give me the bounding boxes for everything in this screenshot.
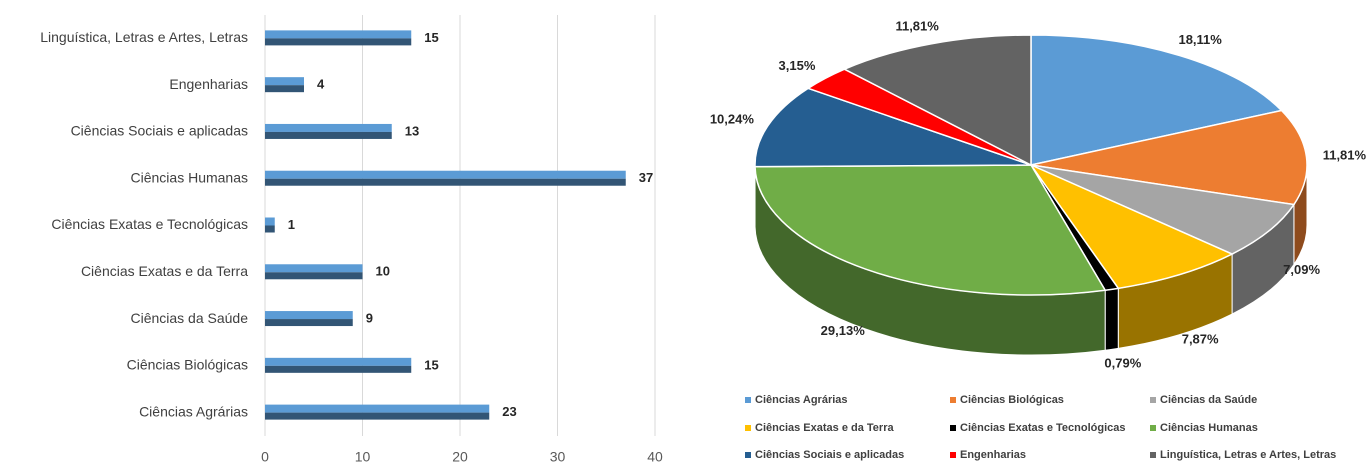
bar-top <box>265 170 626 179</box>
legend-label: Linguística, Letras e Artes, Letras <box>1160 449 1336 461</box>
bar-top <box>265 30 412 39</box>
legend-swatch <box>950 452 956 458</box>
value-label: 23 <box>502 404 516 419</box>
bar-top <box>265 123 392 132</box>
legend-label: Ciências da Saúde <box>1160 394 1257 406</box>
legend-label: Ciências Exatas e Tecnológicas <box>960 422 1125 434</box>
value-label: 15 <box>424 30 438 45</box>
bar <box>265 77 304 93</box>
legend-label: Ciências Biológicas <box>960 394 1064 406</box>
value-label: 10 <box>376 264 390 279</box>
legend-swatch <box>1150 452 1156 458</box>
bar <box>265 264 363 280</box>
bar-top <box>265 264 363 273</box>
value-label: 9 <box>366 310 373 325</box>
data-label: 10,24% <box>710 111 755 126</box>
data-label: 11,81% <box>895 19 939 34</box>
bar-bottom <box>265 272 363 280</box>
value-label: 4 <box>317 77 325 92</box>
pie-slice <box>1030 34 1284 166</box>
bar-bottom <box>265 85 304 93</box>
legend-swatch <box>1150 425 1156 431</box>
value-label: 15 <box>424 357 438 372</box>
bar <box>265 404 490 420</box>
bar-bottom <box>265 225 275 233</box>
bar-bottom <box>265 365 412 373</box>
y-tick-label: Ciências Exatas e da Terra <box>81 263 248 279</box>
bar <box>265 170 626 186</box>
value-label: 13 <box>405 123 419 138</box>
bar-top <box>265 311 353 320</box>
y-tick-label: Ciências Sociais e aplicadas <box>71 123 248 139</box>
x-tick-label: 20 <box>452 449 468 465</box>
bar-top <box>265 404 490 413</box>
y-tick-label: Ciências Humanas <box>131 169 249 185</box>
bar-bottom <box>265 38 412 46</box>
pie-slice <box>842 34 1032 167</box>
data-label: 3,15% <box>779 58 816 73</box>
legend-label: Ciências Sociais e aplicadas <box>755 449 904 461</box>
pie-slice <box>1030 109 1308 206</box>
x-tick-label: 40 <box>647 449 663 465</box>
value-label: 1 <box>288 217 295 232</box>
data-label: 7,09% <box>1283 262 1320 277</box>
y-tick-label: Ciências da Saúde <box>130 310 248 326</box>
y-tick-label: Ciências Agrárias <box>139 403 248 419</box>
bar-bottom <box>265 412 490 420</box>
y-tick-label: Linguística, Letras e Artes, Letras <box>40 29 248 45</box>
legend-swatch <box>745 452 751 458</box>
x-tick-label: 30 <box>550 449 566 465</box>
legend-label: Ciências Exatas e da Terra <box>755 422 894 434</box>
data-label: 11,81% <box>1323 147 1366 162</box>
legend-swatch <box>950 397 956 403</box>
value-label: 37 <box>639 170 653 185</box>
legend-label: Ciências Humanas <box>1160 422 1258 434</box>
legend-label: Engenharias <box>960 449 1026 461</box>
legend-swatch <box>745 397 751 403</box>
legend-swatch <box>745 425 751 431</box>
bar-bottom <box>265 319 353 327</box>
data-label: 18,11% <box>1178 32 1222 47</box>
bar-bottom <box>265 178 626 186</box>
data-label: 0,79% <box>1104 355 1141 370</box>
bar-bottom <box>265 131 392 139</box>
pie-slice <box>1030 164 1296 255</box>
bar <box>265 123 392 139</box>
pie-slice <box>1028 163 1234 290</box>
x-tick-label: 10 <box>355 449 371 465</box>
data-label: 7,87% <box>1182 332 1219 347</box>
pie-slice <box>754 87 1032 168</box>
y-tick-label: Ciências Exatas e Tecnológicas <box>51 216 248 232</box>
legend-swatch <box>1150 397 1156 403</box>
pie-slice <box>754 164 1107 296</box>
bar <box>265 217 275 233</box>
legend-label: Ciências Agrárias <box>755 394 848 406</box>
data-label: 29,13% <box>821 323 866 338</box>
pie-slice-side <box>1104 287 1119 351</box>
y-tick-label: Ciências Biológicas <box>127 357 248 373</box>
y-tick-label: Engenharias <box>169 76 248 92</box>
bar-top <box>265 357 412 366</box>
bar <box>265 30 412 46</box>
x-tick-label: 0 <box>261 449 269 465</box>
bar <box>265 357 412 373</box>
bar-top <box>265 217 275 226</box>
bar-top <box>265 77 304 86</box>
bar <box>265 311 353 327</box>
legend-swatch <box>950 425 956 431</box>
